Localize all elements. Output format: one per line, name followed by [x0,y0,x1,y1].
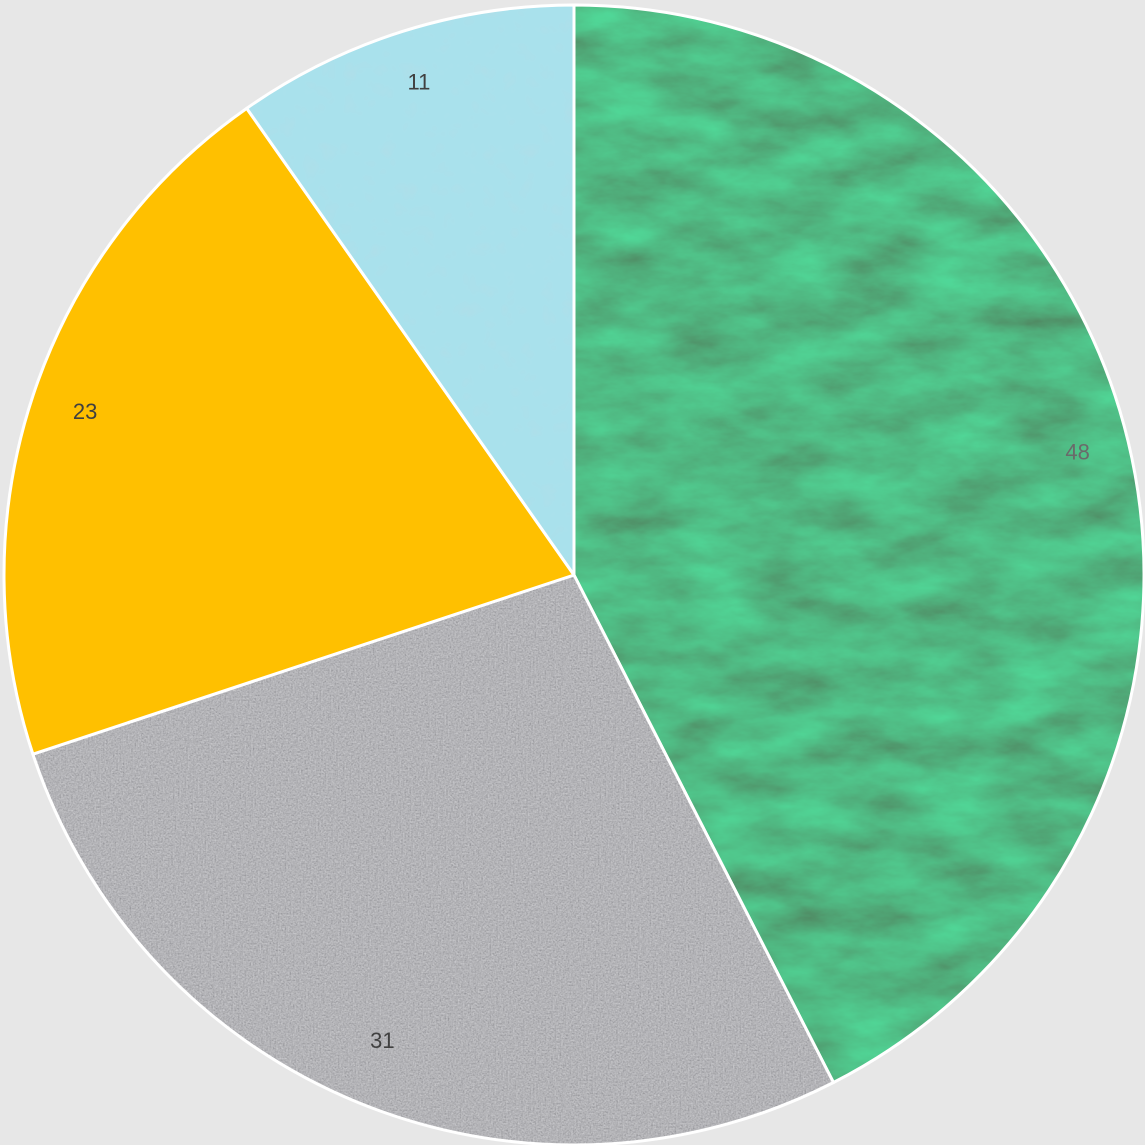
data-label-23: 23 [73,399,97,424]
data-label-48: 48 [1065,440,1089,465]
pie-slice-border-23 [2,106,576,756]
pie-slice-border-48 [572,3,1145,1085]
pie-slice-23 [3,108,574,755]
data-label-11: 11 [408,70,431,95]
pie-slice-border-31 [31,573,835,1145]
pie-slice-border-11 [245,3,576,577]
data-label-31: 31 [370,1028,394,1053]
